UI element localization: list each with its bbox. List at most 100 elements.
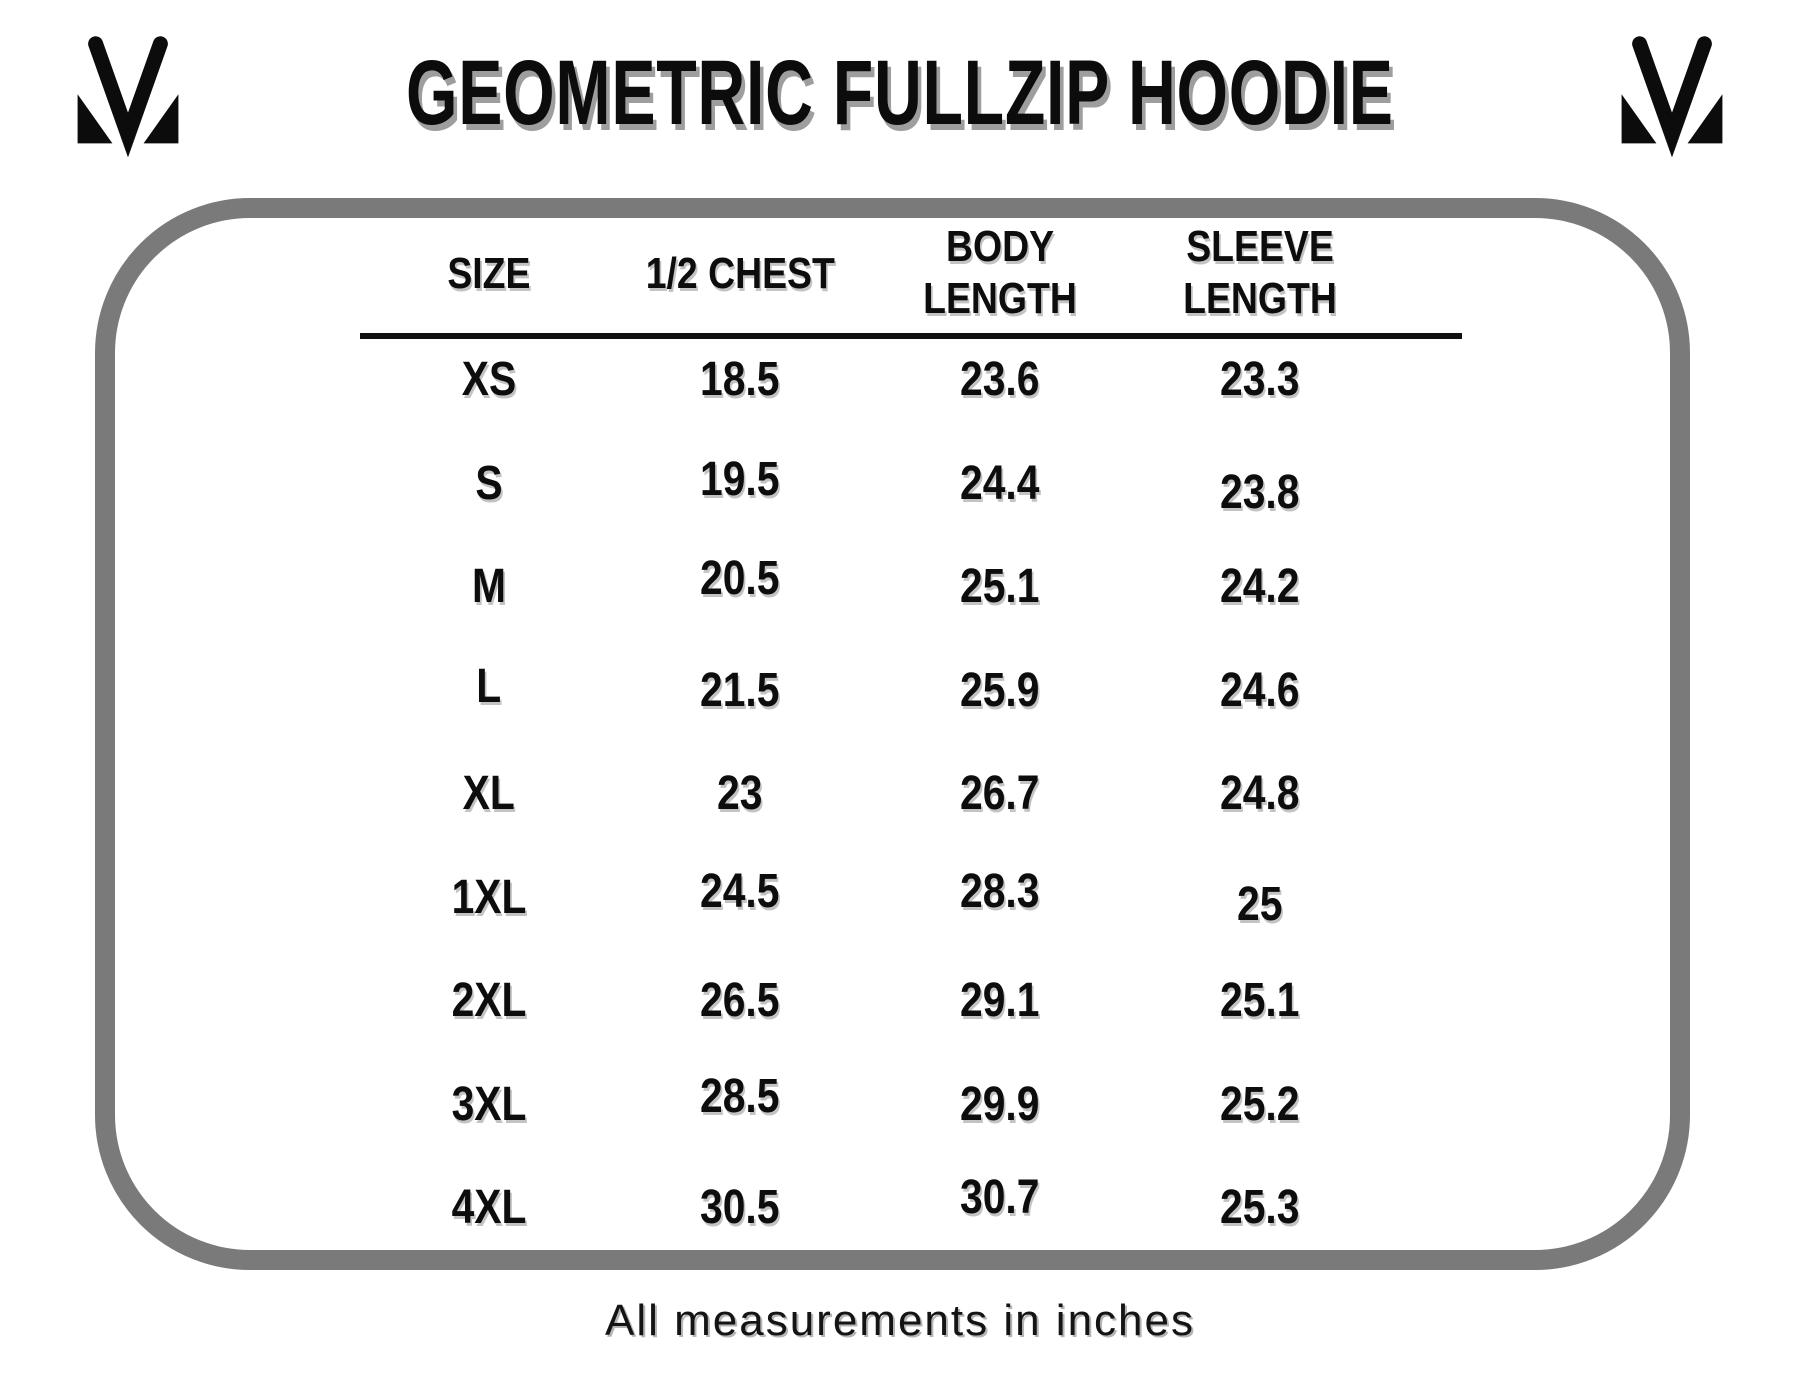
body-length-value: 23.6	[960, 353, 1040, 407]
size-table-row: L 21.5 25.9 24.6	[360, 639, 1462, 743]
sleeve-length-value: 24.2	[1220, 560, 1300, 614]
body-length-value: 28.3	[960, 864, 1040, 918]
size-table-row: M 20.5 25.1 24.2	[360, 535, 1462, 639]
size-value: 3XL	[451, 1077, 527, 1131]
size-table-row: XL 23 26.7 24.8	[360, 742, 1462, 846]
column-header-half-chest: 1/2 CHEST	[618, 248, 862, 333]
sleeve-length-value: 25	[1237, 877, 1283, 931]
body-length-value: 24.4	[960, 456, 1040, 510]
sleeve-length-cell: 23.8	[1138, 465, 1382, 520]
body-length-cell: 24.4	[862, 456, 1138, 511]
size-value: XS	[461, 353, 517, 407]
half-chest-value: 19.5	[700, 452, 780, 506]
column-header-size-label: SIZE	[447, 249, 531, 298]
column-header-body-length-label: BODY LENGTH	[923, 222, 1077, 323]
body-length-cell: 30.7	[862, 1170, 1138, 1225]
product-title: GEOMETRIC FULLZIP HOODIE	[406, 41, 1394, 144]
column-header-size: SIZE	[360, 248, 618, 333]
size-value: 2XL	[451, 974, 527, 1028]
sleeve-length-value: 24.8	[1220, 767, 1300, 821]
body-length-value: 26.7	[960, 767, 1040, 821]
size-table-row: XS 18.5 23.6 23.3	[360, 328, 1462, 432]
column-header-sleeve-length: SLEEVE LENGTH	[1138, 221, 1382, 333]
half-chest-cell: 23	[618, 766, 862, 821]
body-length-cell: 25.9	[862, 663, 1138, 718]
size-cell: 4XL	[360, 1180, 618, 1235]
sleeve-length-value: 23.3	[1220, 353, 1300, 407]
size-cell: M	[360, 559, 618, 614]
sleeve-length-cell: 25	[1138, 877, 1382, 932]
size-table-row: S 19.5 24.4 23.8	[360, 432, 1462, 536]
body-length-cell: 25.1	[862, 559, 1138, 614]
sleeve-length-cell: 23.3	[1138, 352, 1382, 407]
size-value: L	[476, 659, 502, 713]
sleeve-length-cell: 24.8	[1138, 766, 1382, 821]
column-header-sleeve-length-label: SLEEVE LENGTH	[1183, 222, 1337, 323]
size-value: 4XL	[451, 1181, 527, 1235]
half-chest-value: 21.5	[700, 663, 780, 717]
body-length-cell: 29.1	[862, 973, 1138, 1028]
sleeve-length-cell: 24.6	[1138, 663, 1382, 718]
size-value: 1XL	[451, 870, 527, 924]
size-value: XL	[462, 767, 516, 821]
size-value: M	[471, 560, 506, 614]
size-cell: 2XL	[360, 973, 618, 1028]
body-length-cell: 29.9	[862, 1077, 1138, 1132]
half-chest-cell: 26.5	[618, 973, 862, 1028]
half-chest-value: 28.5	[700, 1069, 780, 1123]
half-chest-value: 30.5	[700, 1181, 780, 1235]
size-table: SIZE 1/2 CHEST BODY LENGTH SLEEVE LENGTH…	[360, 195, 1462, 1260]
size-table-body: XS 18.5 23.6 23.3 S 19.5 24.4 23.	[360, 328, 1462, 1260]
half-chest-value: 24.5	[700, 864, 780, 918]
half-chest-cell: 20.5	[618, 551, 862, 606]
body-length-value: 25.9	[960, 663, 1040, 717]
half-chest-cell: 18.5	[618, 352, 862, 407]
body-length-value: 29.9	[960, 1077, 1040, 1131]
sleeve-length-cell: 25.3	[1138, 1180, 1382, 1235]
sleeve-length-value: 25.3	[1220, 1181, 1300, 1235]
sleeve-length-cell: 25.2	[1138, 1077, 1382, 1132]
sleeve-length-value: 25.2	[1220, 1077, 1300, 1131]
size-cell: L	[360, 659, 618, 714]
half-chest-value: 23	[717, 767, 763, 821]
body-length-cell: 23.6	[862, 352, 1138, 407]
size-table-row: 4XL 30.5 30.7 25.3	[360, 1156, 1462, 1260]
size-cell: XL	[360, 766, 618, 821]
masthead: GEOMETRIC FULLZIP HOODIE	[0, 18, 1800, 168]
half-chest-value: 20.5	[700, 552, 780, 606]
column-header-half-chest-label: 1/2 CHEST	[645, 249, 835, 298]
size-value: S	[475, 456, 503, 510]
size-table-row: 2XL 26.5 29.1 25.1	[360, 949, 1462, 1053]
half-chest-cell: 28.5	[618, 1069, 862, 1124]
size-cell: 1XL	[360, 870, 618, 925]
half-chest-value: 18.5	[700, 353, 780, 407]
size-table-row: 3XL 28.5 29.9 25.2	[360, 1053, 1462, 1157]
size-cell: S	[360, 456, 618, 511]
sleeve-length-cell: 25.1	[1138, 973, 1382, 1028]
sleeve-length-value: 23.8	[1220, 465, 1300, 519]
sleeve-length-cell: 24.2	[1138, 559, 1382, 614]
sleeve-length-value: 25.1	[1220, 974, 1300, 1028]
body-length-value: 30.7	[960, 1171, 1040, 1225]
body-length-value: 25.1	[960, 560, 1040, 614]
sleeve-length-value: 24.6	[1220, 663, 1300, 717]
half-chest-cell: 24.5	[618, 864, 862, 919]
size-table-header-row: SIZE 1/2 CHEST BODY LENGTH SLEEVE LENGTH	[360, 195, 1462, 333]
size-cell: 3XL	[360, 1077, 618, 1132]
column-header-body-length: BODY LENGTH	[862, 221, 1138, 333]
brand-logo-left-icon	[77, 36, 179, 157]
body-length-value: 29.1	[960, 974, 1040, 1028]
size-cell: XS	[360, 352, 618, 407]
measurement-note: All measurements in inches	[604, 1296, 1195, 1345]
header-divider-line	[360, 333, 1462, 339]
half-chest-cell: 21.5	[618, 663, 862, 718]
size-chart-panel	[95, 198, 1690, 1270]
half-chest-cell: 19.5	[618, 452, 862, 507]
body-length-cell: 28.3	[862, 864, 1138, 919]
half-chest-cell: 30.5	[618, 1180, 862, 1235]
body-length-cell: 26.7	[862, 766, 1138, 821]
size-table-row: 1XL 24.5 28.3 25	[360, 846, 1462, 950]
brand-logo-right-icon	[1621, 36, 1723, 157]
half-chest-value: 26.5	[700, 974, 780, 1028]
